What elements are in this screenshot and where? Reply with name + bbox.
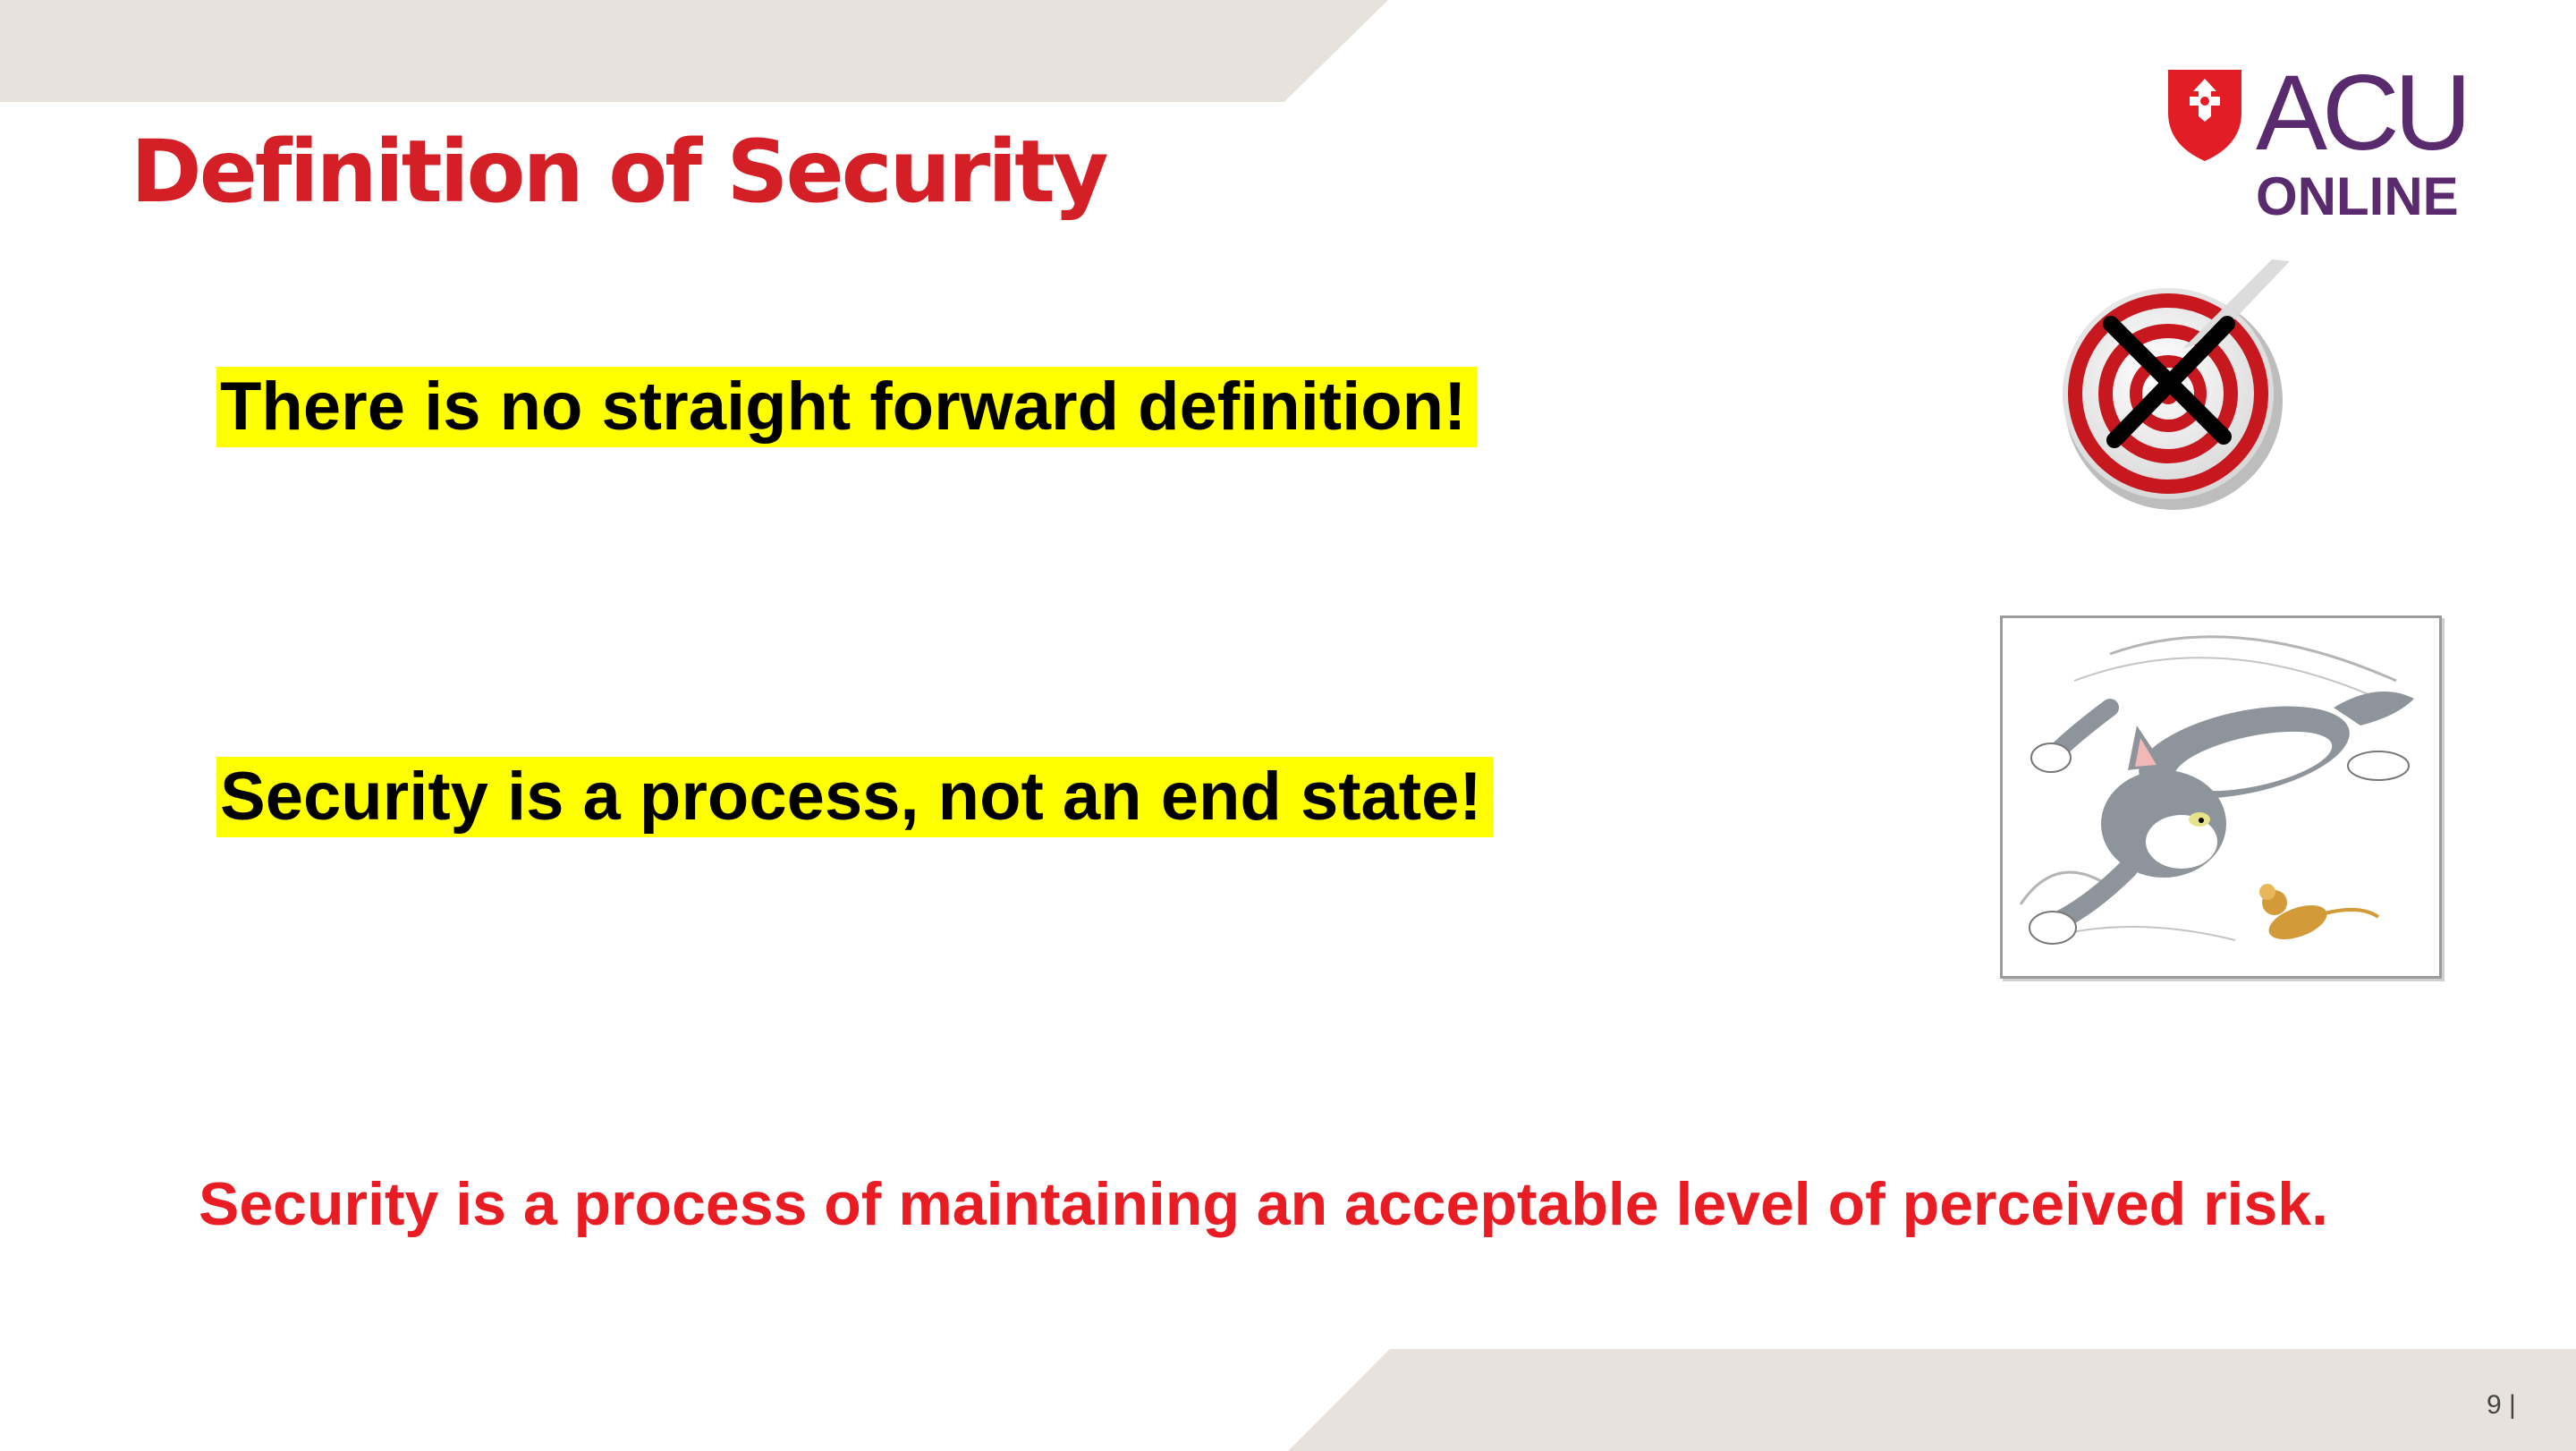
slide-title: Definition of Security [131, 122, 1109, 222]
acu-online-logo: ACU ONLINE [2165, 59, 2504, 236]
crossed-out-target-icon [2048, 250, 2299, 519]
security-conclusion-statement: Security is a process of maintaining an … [199, 1170, 2328, 1238]
logo-text-online: ONLINE [2256, 166, 2459, 226]
cat-chasing-mouse-cartoon [2000, 615, 2442, 979]
top-decorative-band [0, 0, 1388, 102]
statement-process: Security is a process, not an end state! [216, 757, 1493, 837]
shield-cross-icon [2168, 70, 2241, 161]
logo-text-acu: ACU [2256, 53, 2471, 173]
bottom-decorative-band [1288, 1349, 2576, 1451]
page-number: 9 | [2487, 1390, 2516, 1420]
statement-no-definition: There is no straight forward definition! [216, 367, 1478, 447]
